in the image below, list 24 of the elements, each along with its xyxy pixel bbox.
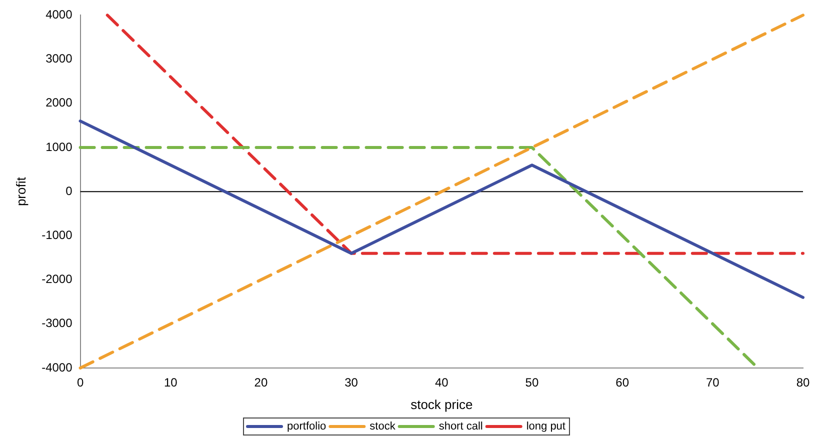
y-tick-label: 3000 [46, 52, 73, 66]
x-tick-label: 80 [796, 376, 810, 390]
y-tick-label: -3000 [42, 316, 73, 330]
x-tick-label: 10 [164, 376, 178, 390]
legend-label: long put [526, 420, 566, 433]
y-axis-title: profit [13, 176, 28, 206]
y-tick-label: -1000 [42, 228, 73, 242]
y-tick-label: -2000 [42, 272, 73, 286]
y-tick-label: 0 [66, 184, 73, 198]
x-tick-label: 20 [254, 376, 268, 390]
legend-label: short call [438, 420, 483, 433]
x-tick-label: 50 [525, 376, 539, 390]
x-tick-label: 70 [706, 376, 720, 390]
legend-label: stock [370, 420, 396, 433]
y-tick-label: 4000 [46, 8, 73, 22]
y-tick-label: 2000 [46, 96, 73, 110]
y-tick-label: -4000 [42, 360, 73, 374]
legend-label: portfolio [287, 420, 326, 433]
y-tick-label: 1000 [46, 140, 73, 154]
x-tick-label: 60 [616, 376, 630, 390]
x-axis-title: stock price [410, 396, 473, 412]
x-tick-label: 30 [344, 376, 358, 390]
x-tick-label: 0 [76, 376, 84, 390]
x-tick-label: 40 [434, 376, 449, 390]
